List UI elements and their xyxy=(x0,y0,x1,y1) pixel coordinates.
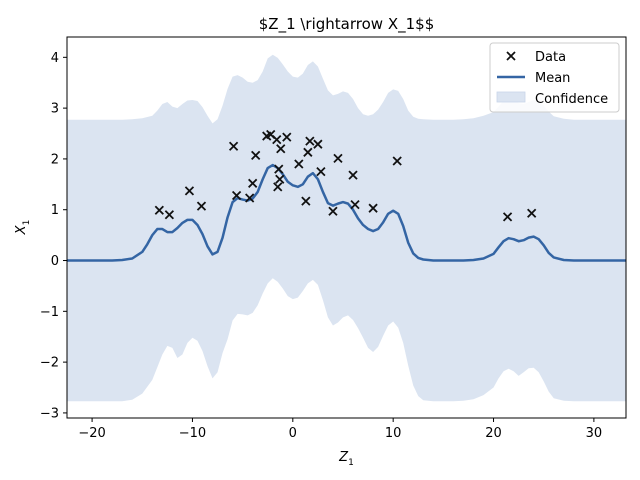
data-point xyxy=(282,132,292,142)
data-point xyxy=(348,170,358,180)
data-point xyxy=(274,164,284,174)
data-point xyxy=(350,200,360,210)
y-axis-label-base: X xyxy=(14,224,29,235)
data-point xyxy=(154,205,164,215)
legend-label-mean: Mean xyxy=(535,71,570,86)
data-point xyxy=(276,144,286,154)
y-tick-label: −2 xyxy=(40,356,59,371)
y-axis-label: X1 xyxy=(14,220,32,236)
data-point xyxy=(248,178,258,188)
mean-line xyxy=(67,163,626,262)
legend-data-marker xyxy=(506,51,516,61)
chart-title: $Z_1 \rightarrow X_1$$ xyxy=(259,15,434,34)
data-point xyxy=(245,193,255,203)
data-point xyxy=(196,201,207,211)
y-axis-label-sub: 1 xyxy=(22,220,32,226)
y-tick-label: −3 xyxy=(40,406,59,421)
data-point xyxy=(164,210,175,220)
x-axis: −20 −10 0 10 20 30 xyxy=(78,418,602,441)
y-tick-label: −1 xyxy=(40,305,59,320)
data-point xyxy=(527,208,537,218)
data-point xyxy=(392,156,402,166)
data-point xyxy=(272,134,282,145)
legend: Data Mean Confidence xyxy=(489,42,620,113)
x-axis-label-base: Z xyxy=(338,450,349,465)
legend-confidence-swatch xyxy=(496,91,526,103)
data-point xyxy=(231,190,242,201)
data-point xyxy=(301,196,311,206)
data-point xyxy=(333,153,343,164)
x-tick-label: 20 xyxy=(485,426,502,441)
y-tick-label: 4 xyxy=(51,51,59,66)
data-point xyxy=(228,141,239,151)
y-tick-label: 1 xyxy=(51,203,59,218)
data-point xyxy=(184,186,195,196)
x-axis-label-sub: 1 xyxy=(348,458,354,468)
data-point xyxy=(303,147,313,157)
x-axis-label: Z1 xyxy=(338,450,354,468)
legend-label-confidence: Confidence xyxy=(535,92,608,107)
legend-label-data: Data xyxy=(535,50,566,65)
data-point xyxy=(273,182,283,192)
x-tick-label: 30 xyxy=(586,426,603,441)
data-point xyxy=(251,150,261,161)
data-point xyxy=(316,166,326,177)
y-axis: −3 −2 −1 0 1 2 3 4 xyxy=(40,51,67,421)
data-point xyxy=(313,139,323,149)
data-point xyxy=(328,206,338,216)
plot-frame xyxy=(66,36,627,419)
y-tick-label: 2 xyxy=(51,152,59,167)
data-point xyxy=(368,203,378,213)
confidence-band-layer xyxy=(67,54,626,402)
y-tick-label: 3 xyxy=(51,102,59,117)
confidence-band xyxy=(67,54,626,402)
x-tick-label: −10 xyxy=(179,426,206,441)
data-point xyxy=(275,174,285,184)
x-tick-label: −20 xyxy=(78,426,105,441)
mean-line-layer xyxy=(67,163,626,262)
data-points-layer xyxy=(154,129,537,222)
data-point xyxy=(502,212,513,222)
x-tick-label: 10 xyxy=(385,426,402,441)
x-tick-label: 0 xyxy=(289,426,297,441)
data-point xyxy=(305,136,315,146)
y-tick-label: 0 xyxy=(51,254,59,269)
data-point xyxy=(294,159,304,169)
